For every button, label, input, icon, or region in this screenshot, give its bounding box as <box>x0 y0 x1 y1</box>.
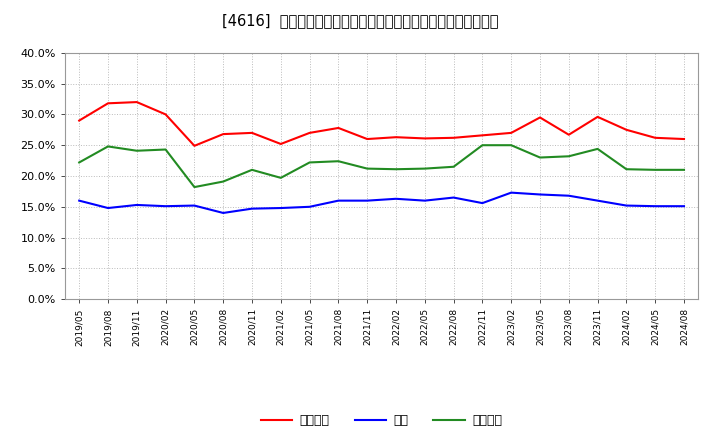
買入債務 <box>420 166 429 171</box>
売上債権 <box>161 112 170 117</box>
売上債権 <box>420 136 429 141</box>
売上債権 <box>248 130 256 136</box>
在庫 <box>478 201 487 206</box>
買入債務 <box>449 164 458 169</box>
買入債務 <box>392 167 400 172</box>
買入債務 <box>593 146 602 151</box>
在庫 <box>363 198 372 203</box>
売上債権 <box>536 115 544 120</box>
在庫 <box>161 204 170 209</box>
売上債権 <box>334 125 343 131</box>
在庫 <box>593 198 602 203</box>
在庫 <box>248 206 256 211</box>
買入債務 <box>622 167 631 172</box>
売上債権 <box>190 143 199 148</box>
売上債権 <box>449 135 458 140</box>
買入債務 <box>536 155 544 160</box>
売上債権 <box>132 99 141 105</box>
買入債務 <box>248 167 256 172</box>
売上債権 <box>276 141 285 147</box>
在庫 <box>219 210 228 216</box>
買入債務 <box>161 147 170 152</box>
在庫 <box>334 198 343 203</box>
在庫 <box>190 203 199 208</box>
Line: 買入債務: 買入債務 <box>79 145 684 187</box>
在庫 <box>651 204 660 209</box>
売上債権 <box>392 135 400 140</box>
在庫 <box>75 198 84 203</box>
在庫 <box>507 190 516 195</box>
買入債務 <box>132 148 141 154</box>
売上債権 <box>622 127 631 132</box>
買入債務 <box>507 143 516 148</box>
売上債権 <box>680 136 688 142</box>
Legend: 売上債権, 在庫, 買入債務: 売上債権, 在庫, 買入債務 <box>256 409 507 432</box>
買入債務 <box>75 160 84 165</box>
買入債務 <box>305 160 314 165</box>
在庫 <box>392 196 400 202</box>
買入債務 <box>478 143 487 148</box>
買入債務 <box>680 167 688 172</box>
売上債権 <box>75 118 84 123</box>
買入債務 <box>104 144 112 149</box>
Line: 在庫: 在庫 <box>79 193 684 213</box>
買入債務 <box>334 158 343 164</box>
売上債権 <box>593 114 602 120</box>
在庫 <box>564 193 573 198</box>
買入債務 <box>651 167 660 172</box>
在庫 <box>305 204 314 209</box>
Text: [4616]  売上債権、在庫、買入債務の総資産に対する比率の推移: [4616] 売上債権、在庫、買入債務の総資産に対する比率の推移 <box>222 13 498 28</box>
売上債権 <box>651 135 660 140</box>
売上債権 <box>564 132 573 137</box>
売上債権 <box>104 101 112 106</box>
在庫 <box>680 204 688 209</box>
売上債権 <box>219 132 228 137</box>
売上債権 <box>305 130 314 136</box>
Line: 売上債権: 売上債権 <box>79 102 684 146</box>
買入債務 <box>276 175 285 180</box>
在庫 <box>622 203 631 208</box>
買入債務 <box>190 184 199 190</box>
在庫 <box>536 192 544 197</box>
在庫 <box>276 205 285 211</box>
売上債権 <box>478 133 487 138</box>
在庫 <box>104 205 112 211</box>
売上債権 <box>363 136 372 142</box>
在庫 <box>420 198 429 203</box>
買入債務 <box>564 154 573 159</box>
買入債務 <box>219 179 228 184</box>
在庫 <box>132 202 141 208</box>
売上債権 <box>507 130 516 136</box>
在庫 <box>449 195 458 200</box>
買入債務 <box>363 166 372 171</box>
